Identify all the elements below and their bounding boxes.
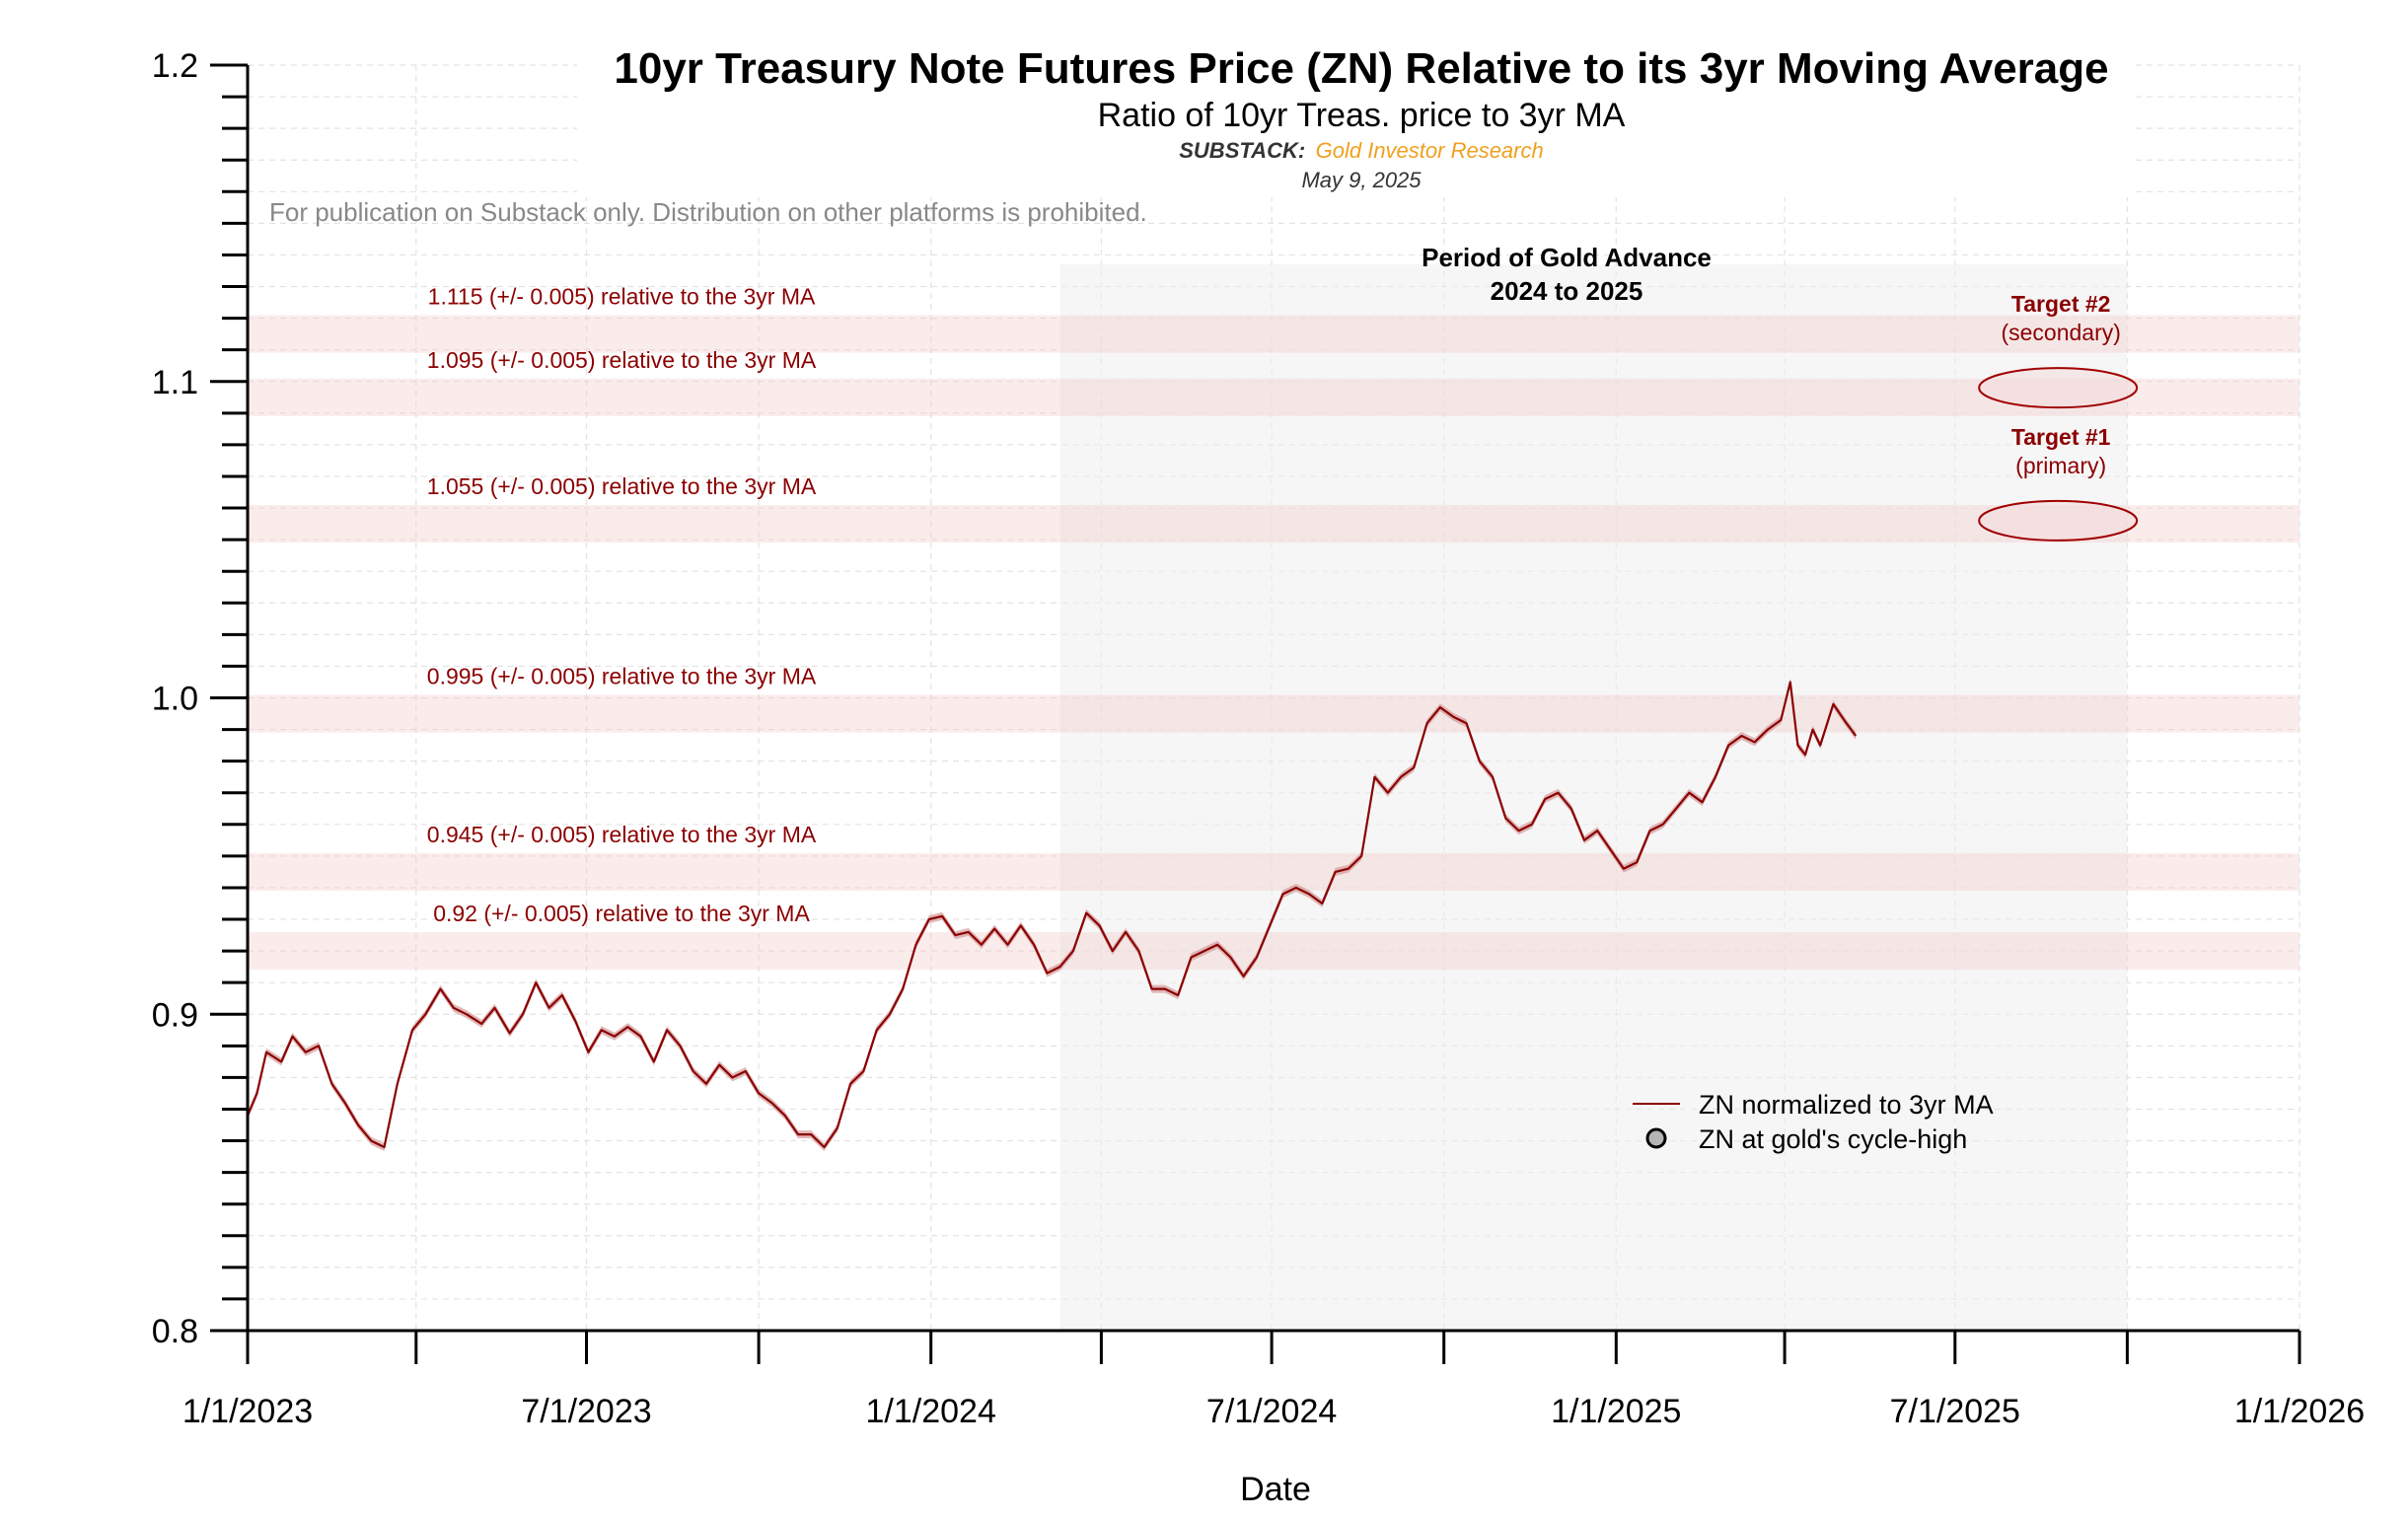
band-label: 1.115 (+/- 0.005) relative to the 3yr MA	[428, 284, 816, 310]
target-subtitle: (primary)	[2015, 453, 2106, 478]
band-label: 1.095 (+/- 0.005) relative to the 3yr MA	[427, 347, 817, 373]
title-backdrop	[577, 39, 2136, 197]
x-tick-label: 1/1/2026	[2234, 1393, 2365, 1430]
x-tick-label: 1/1/2023	[182, 1393, 313, 1430]
period-label-line1: Period of Gold Advance	[1422, 243, 1712, 272]
band-label: 0.945 (+/- 0.005) relative to the 3yr MA	[427, 822, 817, 847]
series	[246, 678, 1858, 1151]
target-title: Target #1	[2011, 424, 2111, 450]
y-tick-label: 0.9	[152, 996, 198, 1034]
legend-entry-series: ZN normalized to 3yr MA	[1699, 1090, 1994, 1120]
axes: 0.8 0.9 1.0 1.1 1.2 1/1/2023 7/1/2023 1/1/2024 7…	[152, 47, 2365, 1430]
x-axis-label: Date	[1240, 1471, 1311, 1508]
band-rect	[248, 378, 2299, 416]
legend-entry-cycle-high: ZN at gold's cycle-high	[1699, 1124, 1967, 1154]
band-label: 1.055 (+/- 0.005) relative to the 3yr MA	[427, 473, 817, 499]
y-tick-label: 1.2	[152, 47, 198, 85]
band-rect	[248, 315, 2299, 353]
legend-marker-swatch	[1645, 1127, 1667, 1149]
x-tick-label: 7/1/2024	[1206, 1393, 1337, 1430]
substack-line: SUBSTACK: Gold Investor Research	[1179, 138, 1543, 163]
x-tick-label: 1/1/2025	[1551, 1393, 1681, 1430]
legend: ZN normalized to 3yr MA ZN at gold's cyc…	[1633, 1090, 1994, 1154]
chart-date: May 9, 2025	[1301, 168, 1422, 192]
chart-subtitle: Ratio of 10yr Treas. price to 3yr MA	[1098, 97, 1626, 134]
band-rect	[248, 852, 2299, 891]
y-tick-label: 0.8	[152, 1313, 198, 1350]
target-ellipse	[1978, 367, 2139, 409]
x-tick-label: 7/1/2023	[521, 1393, 651, 1430]
shaded-period-rect	[1059, 264, 2128, 1331]
shaded-period	[1059, 264, 2128, 1331]
band-rect	[248, 694, 2299, 733]
target-title: Target #2	[2011, 291, 2111, 317]
y-tick-label: 1.0	[152, 681, 198, 718]
band-rect	[248, 505, 2299, 543]
chart-title: 10yr Treasury Note Futures Price (ZN) Re…	[614, 44, 2108, 93]
band-label: 0.995 (+/- 0.005) relative to the 3yr MA	[427, 664, 817, 689]
target-subtitle: (secondary)	[2001, 320, 2120, 345]
target-ellipse	[1978, 499, 2139, 542]
band-label: 0.92 (+/- 0.005) relative to the 3yr MA	[433, 901, 810, 926]
targets: Target #2 (secondary) Target #1 (primary)	[1978, 291, 2139, 542]
series-line	[246, 681, 1858, 1149]
substack-name: Gold Investor Research	[1316, 138, 1544, 163]
x-tick-label: 1/1/2024	[866, 1393, 996, 1430]
substack-label: SUBSTACK:	[1179, 138, 1305, 163]
x-tick-label: 7/1/2025	[1890, 1393, 2020, 1430]
band-rect	[248, 932, 2299, 971]
target-bands: 1.115 (+/- 0.005) relative to the 3yr MA…	[248, 284, 2299, 971]
y-tick-label: 1.1	[152, 364, 198, 401]
disclaimer: For publication on Substack only. Distri…	[269, 197, 1147, 227]
period-label-line2: 2024 to 2025	[1491, 276, 1643, 306]
